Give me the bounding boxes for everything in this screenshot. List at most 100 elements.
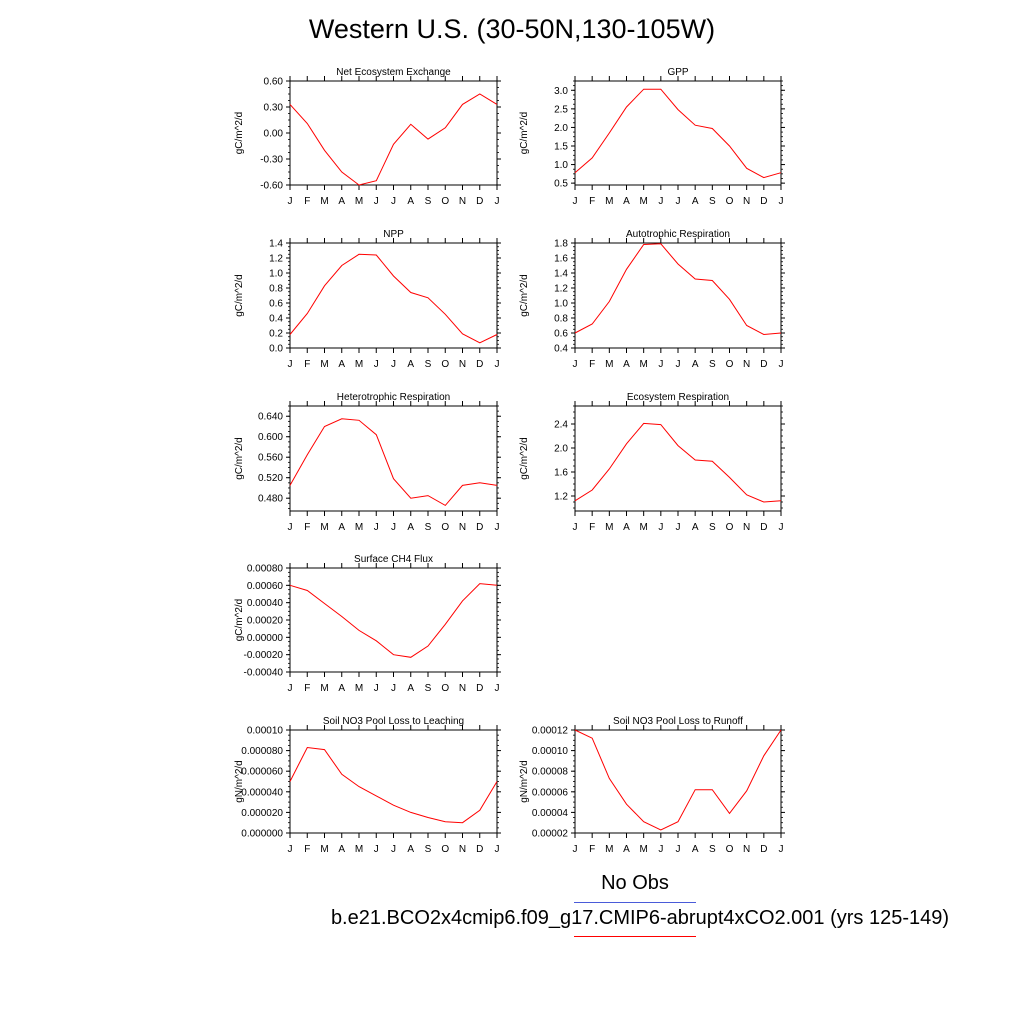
x-tick-label: N <box>743 844 750 855</box>
y-tick-label: 0.0 <box>269 344 283 355</box>
x-tick-label: M <box>320 196 328 207</box>
chart-panel: Soil NO3 Pool Loss to LeachinggN/m^2/d0.… <box>234 716 501 855</box>
chart-panel: Heterotrophic Respiration gC/m^2/d 0.480 0.… <box>234 392 501 533</box>
y-tick-label: 0.00010 <box>247 726 284 737</box>
x-tick-label: A <box>338 359 345 370</box>
legend-case: b.e21.BCO2x4cmip6.f09_g17.CMIP6-abrupt4x… <box>300 907 980 930</box>
x-tick-label: A <box>407 196 414 207</box>
x-tick-label: A <box>692 844 699 855</box>
x-tick-label: S <box>425 844 432 855</box>
y-tick-label: 1.5 <box>554 142 568 153</box>
chart-title: Soil NO3 Pool Loss to Runoff <box>613 716 743 727</box>
x-tick-label: A <box>407 844 414 855</box>
x-tick-label: S <box>709 522 716 533</box>
x-tick-label: J <box>573 359 578 370</box>
x-tick-label: A <box>338 196 345 207</box>
x-tick-label: J <box>676 522 681 533</box>
plot-frame <box>574 729 782 834</box>
y-tick-label: 0.000020 <box>241 808 283 819</box>
x-tick-label: D <box>760 522 767 533</box>
y-tick-label: 0.000040 <box>241 787 283 798</box>
x-tick-label: S <box>425 196 432 207</box>
x-tick-label: O <box>726 844 734 855</box>
y-axis-label: gC/m^2/d <box>234 437 245 480</box>
y-tick-label: 0.6 <box>269 299 283 310</box>
y-tick-label: -0.60 <box>260 181 283 192</box>
y-axis-label: gC/m^2/d <box>519 437 530 480</box>
x-tick-label: J <box>391 196 396 207</box>
x-tick-label: J <box>495 522 500 533</box>
y-tick-label: 0.00012 <box>532 726 569 737</box>
y-tick-label: 1.0 <box>554 299 568 310</box>
x-tick-label: O <box>726 359 734 370</box>
y-tick-label: 0.00002 <box>532 829 569 840</box>
x-tick-label: F <box>304 359 310 370</box>
y-tick-label: -0.00020 <box>244 650 284 661</box>
x-tick-label: A <box>623 522 630 533</box>
x-tick-label: J <box>573 196 578 207</box>
y-tick-label: 0.5 <box>554 179 568 190</box>
x-tick-label: D <box>476 844 483 855</box>
x-tick-label: F <box>304 196 310 207</box>
x-tick-label: D <box>760 196 767 207</box>
x-tick-label: M <box>639 196 647 207</box>
y-tick-label: 1.2 <box>269 254 283 265</box>
x-tick-label: J <box>288 196 293 207</box>
x-tick-label: J <box>495 359 500 370</box>
y-tick-label: 0.00040 <box>247 598 284 609</box>
x-tick-label: J <box>676 196 681 207</box>
chart-title: GPP <box>667 67 688 78</box>
plot-frame <box>289 567 498 673</box>
x-tick-label: J <box>391 359 396 370</box>
x-tick-label: J <box>779 359 784 370</box>
plot-frame <box>574 242 782 349</box>
x-tick-label: J <box>391 522 396 533</box>
series-line <box>289 253 498 344</box>
x-tick-label: J <box>391 683 396 694</box>
x-tick-label: S <box>425 683 432 694</box>
x-tick-label: J <box>391 844 396 855</box>
y-tick-label: 0.6 <box>554 329 568 340</box>
x-tick-label: N <box>743 196 750 207</box>
x-tick-label: M <box>605 196 613 207</box>
legend-no-obs-label: No Obs <box>601 872 669 894</box>
x-tick-label: J <box>374 683 379 694</box>
x-tick-label: J <box>495 844 500 855</box>
y-tick-label: 2.0 <box>554 123 568 134</box>
y-tick-label: 0.000080 <box>241 746 283 757</box>
x-tick-label: F <box>589 844 595 855</box>
x-tick-label: S <box>425 359 432 370</box>
x-tick-label: O <box>726 196 734 207</box>
y-tick-label: 0.00020 <box>247 616 284 627</box>
x-tick-label: O <box>441 844 449 855</box>
chart-title: NPP <box>383 229 404 240</box>
x-tick-label: M <box>605 844 613 855</box>
x-tick-label: A <box>338 522 345 533</box>
x-tick-label: M <box>355 196 363 207</box>
y-tick-label: 0.00080 <box>247 564 284 575</box>
legend-case-line <box>574 936 696 937</box>
y-tick-label: 0.600 <box>258 432 283 443</box>
x-tick-label: J <box>288 683 293 694</box>
y-tick-label: 1.6 <box>554 468 568 479</box>
chart-panel: Net Ecosystem Exchange gC/m^2/d -0.60 -0.30… <box>234 67 501 207</box>
chart-title: Net Ecosystem Exchange <box>336 67 451 78</box>
y-tick-label: 1.0 <box>269 269 283 280</box>
x-tick-label: M <box>355 683 363 694</box>
x-tick-label: F <box>304 522 310 533</box>
legend-no-obs-line <box>574 902 696 903</box>
y-tick-label: 0.4 <box>269 314 283 325</box>
y-tick-label: 1.4 <box>554 269 568 280</box>
y-axis-label: gC/m^2/d <box>519 112 530 155</box>
chart-title: Soil NO3 Pool Loss to Leaching <box>323 716 464 727</box>
y-tick-label: 2.4 <box>554 420 568 431</box>
x-tick-label: M <box>639 359 647 370</box>
x-tick-label: M <box>320 522 328 533</box>
x-tick-label: M <box>320 359 328 370</box>
x-tick-label: M <box>639 844 647 855</box>
series-line <box>574 88 782 179</box>
y-tick-label: 0.4 <box>554 344 568 355</box>
y-tick-label: 0.640 <box>258 412 283 423</box>
